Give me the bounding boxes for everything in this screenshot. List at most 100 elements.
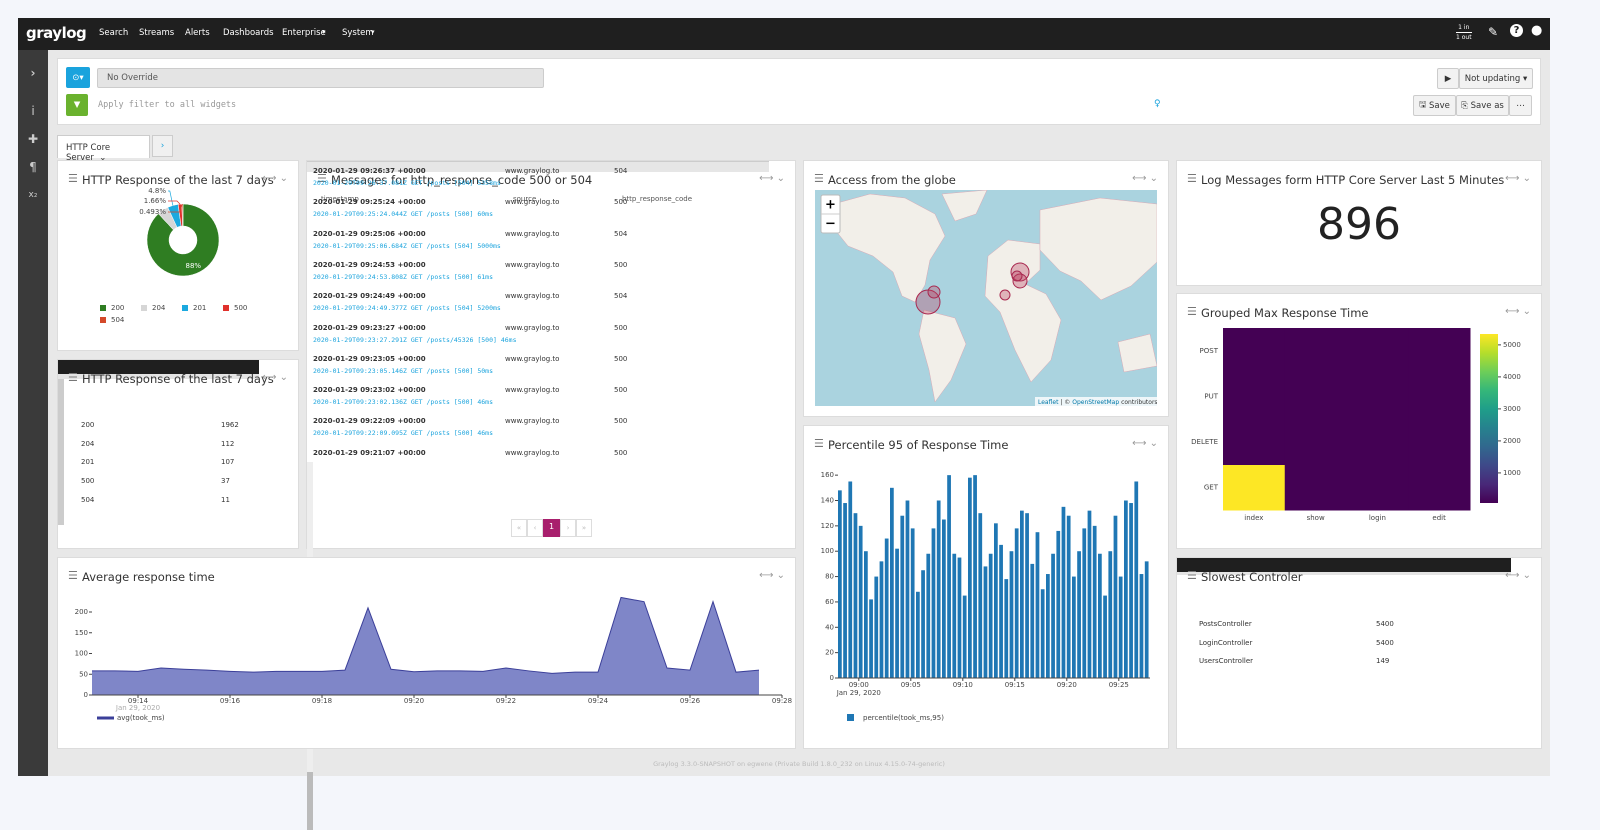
source: www.graylog.to	[505, 292, 560, 301]
caret: ▾	[371, 28, 375, 36]
message: 2020-01-29T09:23:05.146Z GET /posts [500…	[313, 366, 494, 375]
column-header: http_response_code	[81, 402, 152, 410]
new-tab[interactable]: ›	[152, 135, 173, 157]
time-button[interactable]: ⊙▾	[66, 67, 90, 88]
widget-controls[interactable]: ⟷ ⌄	[262, 372, 288, 383]
format-icon[interactable]: ¶	[29, 160, 37, 174]
response-code: 500	[614, 386, 628, 395]
save-as-button[interactable]: ⎘ Save as	[1456, 95, 1509, 116]
widget-controls[interactable]: ⟷ ⌄	[1132, 173, 1158, 184]
response-code: 504	[614, 167, 628, 175]
table-cell: 504	[81, 495, 95, 504]
source: www.graylog.to	[505, 354, 560, 363]
throughput[interactable]: 1 in 1 out	[1456, 23, 1472, 42]
response-code: 500	[614, 198, 628, 207]
bulb-icon[interactable]: ♀	[1154, 99, 1161, 109]
caret: ▾	[322, 28, 326, 36]
column-header: controller	[1199, 601, 1233, 609]
nav-item[interactable]: Search	[99, 28, 129, 38]
filter-input[interactable]: Apply filter to all widgets	[98, 100, 237, 110]
nav-item[interactable]: Dashboards	[223, 28, 274, 38]
logo[interactable]: graylog	[26, 24, 87, 42]
help-icon[interactable]: ?	[1510, 24, 1523, 37]
column-header: max(took_ms)	[1376, 601, 1427, 609]
row-divider	[307, 163, 769, 164]
out: 1 out	[1456, 32, 1472, 41]
column-header: count()	[221, 402, 247, 410]
message: 2020-01-29T09:25:24.044Z GET /posts [500…	[313, 210, 494, 219]
tab[interactable]: HTTP Core Server ⌄	[57, 135, 150, 163]
add-icon[interactable]: ✚	[27, 132, 39, 146]
row-divider	[58, 376, 259, 377]
table-cell: UsersController	[1199, 657, 1254, 666]
widget: ☰ Messages for http_response_code 500 or …	[306, 160, 796, 830]
override-select[interactable]: No Override	[97, 68, 544, 88]
table-cell: 37	[221, 477, 230, 486]
row-divider	[58, 378, 259, 379]
table-cell: 107	[221, 458, 235, 467]
timestamp: 2020-01-29 09:24:49 +00:00	[313, 292, 426, 301]
timestamp: 2020-01-29 09:25:06 +00:00	[313, 229, 426, 238]
drag-icon: ☰	[814, 172, 824, 185]
nav-item[interactable]: Enterprise	[282, 28, 326, 38]
table-cell: 200	[81, 421, 95, 429]
expand-icon[interactable]: ›	[30, 66, 36, 80]
widget-controls[interactable]: ⟷ ⌄	[759, 570, 785, 581]
source: www.graylog.to	[505, 167, 560, 175]
response-code: 500	[614, 448, 628, 457]
save-button[interactable]: 🖫 Save	[1413, 95, 1456, 116]
table-cell: 5400	[1376, 620, 1394, 628]
column-header: http_response_code	[622, 195, 693, 203]
filter-button[interactable]: ▼	[66, 94, 88, 116]
widget-controls[interactable]: ⟷ ⌄	[1132, 438, 1158, 449]
widget-controls[interactable]: ⟷ ⌄	[262, 173, 288, 184]
timestamp: 2020-01-29 09:24:53 +00:00	[313, 260, 426, 269]
widget-controls[interactable]: ⟷ ⌄	[1505, 306, 1531, 317]
params-icon[interactable]: x₂	[28, 190, 38, 200]
table-cell: 204	[81, 439, 95, 448]
source: www.graylog.to	[505, 323, 560, 332]
widget: ☰ Slowest Controler ⟷ ⌄ controller max(took_…	[1176, 557, 1542, 749]
source: www.graylog.to	[505, 448, 560, 457]
row-divider	[307, 171, 769, 172]
save-text: Save	[1429, 100, 1450, 111]
widget-title: Slowest Controler	[1201, 570, 1303, 584]
drag-icon: ☰	[317, 172, 327, 185]
page: graylog Search Streams Alerts Dashboards…	[18, 18, 1550, 830]
current-page[interactable]: 1	[543, 519, 560, 537]
row-divider	[1177, 574, 1511, 575]
source: www.graylog.to	[505, 198, 560, 207]
row-divider	[307, 166, 769, 167]
timestamp: 2020-01-29 09:23:05 +00:00	[313, 354, 426, 363]
nav-item[interactable]: Alerts	[185, 28, 210, 38]
timestamp: 2020-01-29 09:25:24 +00:00	[313, 198, 426, 207]
user-icon[interactable]: ●	[1531, 23, 1543, 38]
info-icon[interactable]: i	[31, 104, 35, 118]
navbar: graylog Search Streams Alerts Dashboards…	[18, 18, 1550, 50]
table-header	[58, 360, 259, 374]
timestamp: 2020-01-29 09:22:09 +00:00	[313, 417, 426, 426]
table-cell: 500	[81, 477, 95, 486]
widget-controls[interactable]: ⟷ ⌄	[1505, 173, 1531, 184]
response-code: 500	[614, 260, 628, 269]
drag-icon: ☰	[1187, 305, 1197, 318]
source: www.graylog.to	[505, 260, 560, 269]
widget-controls[interactable]: ⟷ ⌄	[759, 173, 785, 184]
table-cell: PostsController	[1199, 620, 1252, 628]
row-divider	[307, 167, 769, 168]
widget: ☰ HTTP Response of the last 7 days ⟷ ⌄	[57, 160, 299, 351]
pager-button: »	[576, 519, 592, 537]
response-code: 500	[614, 354, 628, 363]
widget-controls[interactable]: ⟷ ⌄	[1505, 570, 1531, 581]
drag-icon: ☰	[68, 569, 78, 582]
table-cell: LoginController	[1199, 638, 1253, 647]
edit-icon[interactable]: ✎	[1488, 25, 1499, 39]
more-button[interactable]: ⋯	[1509, 95, 1532, 116]
nav-item[interactable]: Streams	[139, 28, 175, 38]
widget: ☰ Grouped Max Response Time ⟷ ⌄	[1176, 293, 1542, 549]
message: 2020-01-29T09:23:27.291Z GET /posts/4532…	[313, 335, 517, 344]
nav-item[interactable]: System	[342, 28, 374, 38]
play-button[interactable]: ▶	[1437, 68, 1459, 89]
refresh-button[interactable]: Not updating ▾	[1459, 68, 1533, 89]
source: www.graylog.to	[505, 417, 560, 426]
